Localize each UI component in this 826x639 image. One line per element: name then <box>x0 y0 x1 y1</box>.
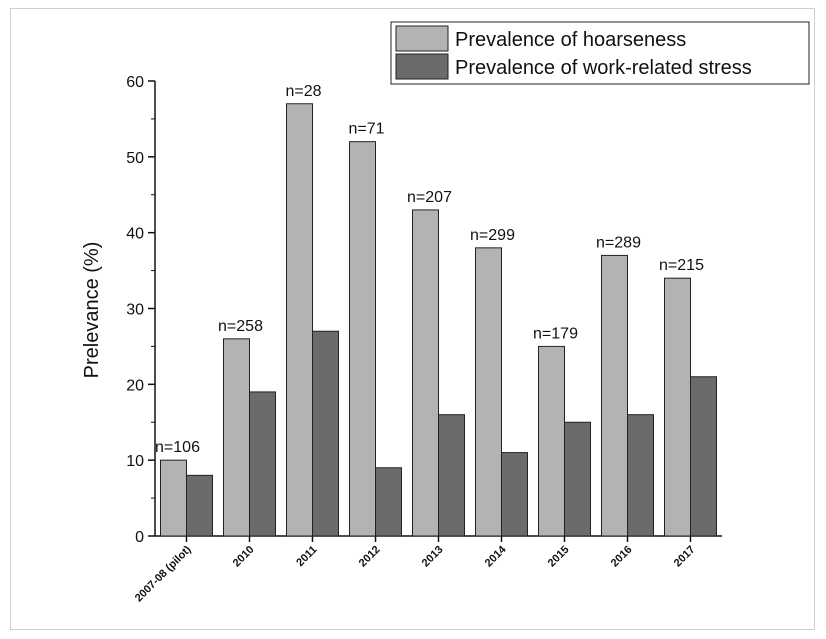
sample-size-label: n=106 <box>155 439 200 456</box>
x-tick-label: 2010 <box>231 544 257 570</box>
bar-hoarseness <box>538 345 565 537</box>
y-tick-label: 60 <box>126 74 144 91</box>
bar-work-stress <box>312 330 339 537</box>
x-tick-label: 2015 <box>546 544 572 570</box>
bar-work-stress <box>564 421 591 537</box>
x-tick-label: 2017 <box>672 544 698 570</box>
sample-size-label: n=289 <box>596 234 641 251</box>
y-tick-label: 10 <box>126 453 144 470</box>
bar-work-stress <box>501 452 528 537</box>
bar-hoarseness <box>223 338 250 537</box>
legend-swatch <box>395 53 449 80</box>
x-tick-label: 2012 <box>357 544 383 570</box>
sample-size-label: n=299 <box>470 227 515 244</box>
bar-work-stress <box>438 414 465 537</box>
y-tick-label: 20 <box>126 377 144 394</box>
legend-label: Prevalence of work-related stress <box>455 57 752 79</box>
bar-hoarseness <box>160 459 187 537</box>
bars <box>160 103 717 537</box>
bar-hoarseness <box>286 103 313 537</box>
bar-hoarseness <box>475 247 502 537</box>
bar-work-stress <box>186 474 213 537</box>
bar-hoarseness <box>412 209 439 537</box>
bar-work-stress <box>690 376 717 537</box>
legend-box <box>390 21 810 85</box>
sample-size-label: n=71 <box>348 121 384 138</box>
x-tick-label: 2016 <box>609 544 635 570</box>
legend-label: Prevalence of hoarseness <box>455 29 686 51</box>
sample-size-label: n=28 <box>285 83 321 100</box>
sample-size-label: n=258 <box>218 318 263 335</box>
bar-work-stress <box>249 391 276 537</box>
y-tick-label: 0 <box>135 529 144 546</box>
x-tick-label: 2007-08 (pilot) <box>133 543 194 604</box>
x-tick-label: 2014 <box>483 543 509 569</box>
sample-size-label: n=215 <box>659 257 704 274</box>
legend-swatch <box>395 25 449 52</box>
bar-work-stress <box>375 467 402 537</box>
legend: Prevalence of hoarseness Prevalence of wo… <box>390 21 810 85</box>
x-tick-label: 2013 <box>420 544 446 570</box>
bar-hoarseness <box>349 141 376 537</box>
bar-hoarseness <box>601 254 628 537</box>
bar-work-stress <box>627 414 654 537</box>
sample-size-label: n=207 <box>407 189 452 206</box>
y-tick-label: 50 <box>126 150 144 167</box>
sample-size-label: n=179 <box>533 325 578 342</box>
y-tick-label: 40 <box>126 226 144 243</box>
x-tick-label: 2011 <box>294 544 319 569</box>
y-tick-label: 30 <box>126 302 144 319</box>
bar-hoarseness <box>664 277 691 537</box>
y-axis-label: Prelevance (%) <box>81 242 103 379</box>
